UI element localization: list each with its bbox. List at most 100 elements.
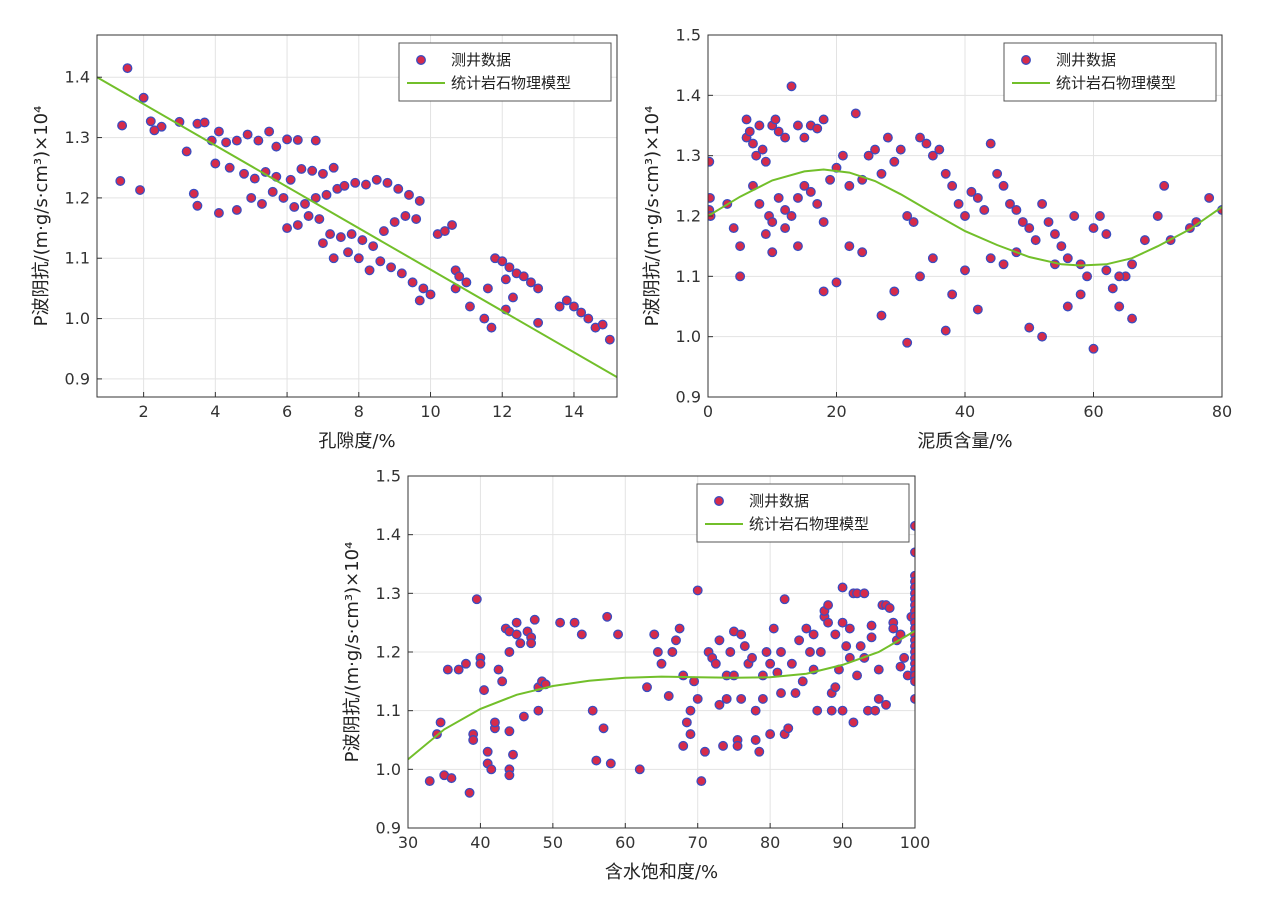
data-point	[855, 641, 866, 652]
data-point	[1017, 217, 1028, 227]
data-point	[754, 746, 765, 757]
data-point	[1005, 198, 1015, 209]
data-point	[465, 301, 475, 312]
data-point	[479, 685, 490, 696]
data-point	[797, 676, 808, 687]
data-point	[678, 740, 689, 751]
data-point	[1011, 205, 1022, 215]
x-tick-label: 2	[139, 402, 149, 421]
data-point	[779, 594, 790, 605]
data-point	[425, 289, 436, 300]
y-tick-label: 1.0	[376, 760, 401, 779]
data-point	[866, 632, 877, 643]
data-point	[504, 770, 515, 781]
data-point	[199, 117, 210, 128]
data-point	[910, 693, 915, 704]
data-point	[353, 253, 364, 264]
data-point	[692, 585, 703, 596]
data-point	[708, 156, 715, 167]
data-point	[663, 691, 674, 701]
data-point	[576, 307, 587, 318]
data-point	[475, 658, 486, 669]
axes-frame	[96, 34, 618, 398]
data-point	[378, 226, 389, 237]
data-point	[844, 180, 855, 191]
data-point	[837, 705, 848, 716]
plot-area	[408, 520, 915, 798]
data-point	[773, 126, 784, 137]
data-point	[587, 705, 598, 716]
data-point	[685, 705, 696, 716]
data-point	[368, 241, 379, 252]
data-point	[735, 271, 746, 282]
y-tick-label: 1.5	[376, 467, 401, 486]
data-point	[396, 268, 407, 279]
data-point	[613, 629, 623, 640]
data-point	[424, 776, 435, 787]
data-point	[1139, 235, 1150, 246]
data-point	[1062, 301, 1073, 312]
data-point	[278, 192, 289, 203]
data-point	[873, 693, 884, 704]
y-tick-label: 1.4	[65, 68, 90, 87]
legend-marker-points	[714, 496, 724, 506]
data-point	[741, 114, 752, 125]
data-point	[188, 188, 199, 199]
data-point	[700, 746, 710, 757]
data-point	[870, 144, 881, 155]
data-point	[910, 676, 915, 687]
data-point	[767, 217, 778, 227]
data-point	[1062, 253, 1073, 264]
legend-label-line: 统计岩石物理模型	[451, 74, 571, 92]
data-point	[940, 168, 951, 179]
model-line	[708, 168, 1222, 267]
data-point	[786, 211, 797, 221]
data-point	[350, 177, 361, 188]
data-point	[382, 177, 393, 188]
data-point	[533, 317, 544, 328]
data-point	[317, 238, 328, 249]
data-point	[511, 629, 522, 640]
y-tick-label: 0.9	[376, 819, 401, 838]
data-point	[561, 295, 572, 306]
data-point	[508, 292, 518, 303]
y-axis-label: P波阴抗/(m·g/s·cm³)×10⁴	[342, 542, 363, 763]
data-point	[1101, 229, 1112, 240]
data-point	[732, 740, 743, 751]
data-point	[271, 141, 282, 152]
data-point	[830, 629, 841, 640]
data-point	[371, 174, 382, 185]
data-point	[992, 168, 1003, 179]
data-point	[837, 617, 848, 628]
data-point	[289, 201, 300, 212]
data-point	[1037, 198, 1048, 209]
data-point	[464, 787, 475, 798]
data-point	[671, 635, 681, 646]
data-point	[1049, 229, 1060, 240]
data-point	[1094, 211, 1105, 221]
data-point	[292, 220, 303, 231]
chart-2: 0 20 40 60 80 0.9 1.0 1.1 1.2 1.3 1.4 1.5 泥质含量/% P波阴抗…	[642, 26, 1232, 453]
y-tick-label: 1.2	[376, 643, 401, 662]
data-point	[794, 635, 805, 646]
data-point	[1069, 211, 1080, 221]
data-point	[718, 740, 729, 751]
data-point	[895, 661, 906, 672]
data-point	[518, 711, 529, 722]
data-point	[400, 211, 411, 221]
data-point	[242, 129, 253, 140]
data-point	[1152, 211, 1163, 221]
data-point	[1075, 289, 1086, 300]
data-point	[908, 217, 919, 227]
data-point	[863, 150, 874, 161]
data-point	[799, 180, 810, 191]
data-point	[765, 658, 776, 669]
data-point	[960, 265, 970, 276]
plot-area	[708, 81, 1222, 354]
data-point	[533, 283, 544, 294]
data-point	[736, 629, 747, 640]
data-point	[714, 699, 725, 710]
data-point	[815, 647, 826, 657]
data-point	[825, 174, 836, 185]
